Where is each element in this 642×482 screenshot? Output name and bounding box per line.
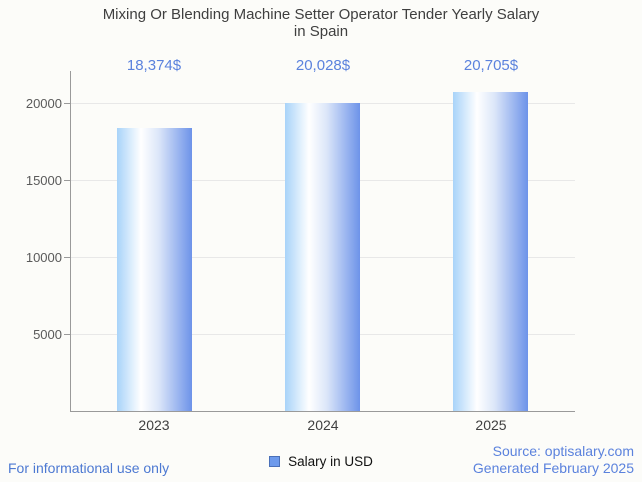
y-axis-tick-label: 10000 [25,250,62,265]
y-axis-tick-label: 5000 [33,327,62,342]
bar-value-label: 20,705$ [463,57,519,74]
y-axis-tick [64,103,70,104]
y-axis-tick [64,334,70,335]
x-axis-label-2023: 2023 [138,417,170,433]
legend-swatch-icon [269,456,281,467]
bar-2025[interactable] [453,92,528,411]
y-axis-tick-label: 15000 [25,173,62,188]
generated-text: Generated February 2025 [472,460,634,476]
x-axis-line [70,411,575,412]
bar-2024[interactable] [285,103,360,411]
x-axis-label-2025: 2025 [475,417,507,433]
bar-value-label: 20,028$ [295,57,351,74]
disclaimer-text: For informational use only [8,460,170,476]
bar-value-label: 18,374$ [126,57,182,74]
x-axis-label-2024: 2024 [307,417,339,433]
source-attribution: Source: optisalary.com Generated Februar… [473,443,634,477]
y-axis-line [70,71,71,411]
y-axis-tick [64,257,70,258]
legend-label: Salary in USD [288,454,373,469]
y-axis-tick-label: 20000 [25,96,62,111]
source-text: Source: optisalary.com [492,443,634,459]
legend: Salary in USD [0,454,642,469]
chart-title-line2: in Spain [293,23,349,40]
y-axis-tick [64,180,70,181]
bar-2023[interactable] [117,128,192,411]
chart-title-line1: Mixing Or Blending Machine Setter Operat… [102,6,540,23]
chart-title: Mixing Or Blending Machine Setter Operat… [0,6,642,40]
